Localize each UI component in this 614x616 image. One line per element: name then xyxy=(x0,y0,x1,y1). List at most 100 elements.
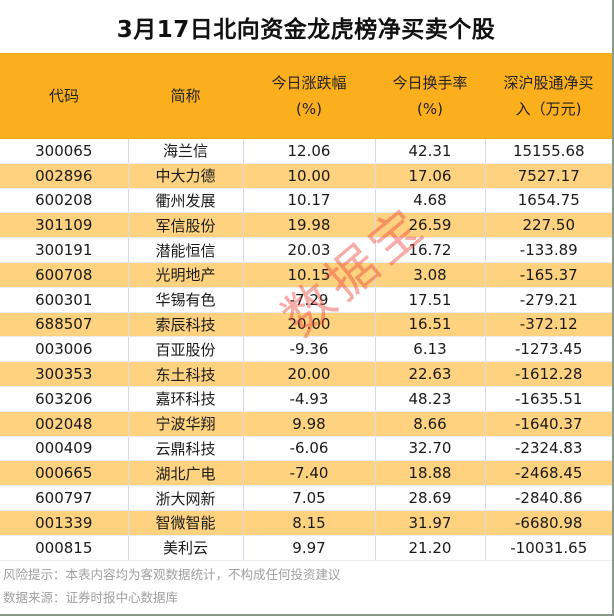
header-net-buy: 深沪股通净买 入（万元) xyxy=(485,53,612,139)
cell-code: 600797 xyxy=(0,485,129,511)
header-code: 代码 xyxy=(0,53,128,139)
cell-code: 600708 xyxy=(0,262,129,288)
cell-turnover-pct: 6.13 xyxy=(374,336,486,363)
table-row: 300191 潜能恒信 20.03 16.72 -133.89 xyxy=(0,237,612,263)
cell-name: 东土科技 xyxy=(127,361,244,387)
cell-turnover-pct: 22.63 xyxy=(374,361,486,387)
cell-turnover-pct: 17.06 xyxy=(374,163,486,189)
cell-name: 潜能恒信 xyxy=(127,237,244,263)
cell-turnover-pct: 4.68 xyxy=(374,188,486,214)
cell-code: 600208 xyxy=(0,188,129,214)
source-note: 数据来源：证券时报中心数据库 xyxy=(3,590,179,605)
cell-turnover-pct: 42.31 xyxy=(374,139,486,164)
cell-net-buy: 227.50 xyxy=(484,212,612,239)
table-row: 000815 美利云 9.97 21.20 -10031.65 xyxy=(0,535,612,561)
table-row: 002048 宁波华翔 9.98 8.66 -1640.37 xyxy=(0,411,612,437)
cell-name: 华锡有色 xyxy=(127,287,244,313)
cell-net-buy: 7527.17 xyxy=(484,163,612,189)
cell-turnover-pct: 3.08 xyxy=(374,262,486,288)
cell-change-pct: 20.00 xyxy=(242,312,376,338)
cell-net-buy: -2468.45 xyxy=(484,460,612,487)
cell-code: 001339 xyxy=(0,510,129,536)
cell-turnover-pct: 31.97 xyxy=(374,510,486,536)
cell-net-buy: -1635.51 xyxy=(484,386,612,412)
cell-code: 003006 xyxy=(0,336,129,363)
cell-turnover-pct: 21.20 xyxy=(374,535,486,561)
table-row: 000665 湖北广电 -7.40 18.88 -2468.45 xyxy=(0,460,612,487)
cell-code: 300353 xyxy=(0,361,129,387)
table-row: 600208 衢州发展 10.17 4.68 1654.75 xyxy=(0,188,612,214)
cell-change-pct: -9.36 xyxy=(242,336,376,363)
stock-table: 代码 简称 今日涨跌幅 (%) 今日换手率 (%) 深沪股通净买 入（万元) 3000… xyxy=(0,53,612,561)
table-row: 300353 东土科技 20.00 22.63 -1612.28 xyxy=(0,361,612,387)
cell-name: 美利云 xyxy=(127,535,244,561)
table-row: 600708 光明地产 10.15 3.08 -165.37 xyxy=(0,262,612,288)
cell-change-pct: 10.00 xyxy=(242,163,376,189)
table-row: 000409 云鼎科技 -6.06 32.70 -2324.83 xyxy=(0,436,612,462)
cell-code: 301109 xyxy=(0,212,129,239)
table-row: 301109 军信股份 19.98 26.59 227.50 xyxy=(0,212,612,239)
cell-change-pct: -4.93 xyxy=(242,386,376,412)
cell-change-pct: 8.15 xyxy=(242,510,376,536)
cell-net-buy: -133.89 xyxy=(484,237,612,263)
cell-net-buy: -165.37 xyxy=(484,262,612,288)
cell-name: 海兰信 xyxy=(127,139,244,164)
cell-code: 002048 xyxy=(0,411,129,437)
cell-net-buy: -2840.86 xyxy=(484,485,612,511)
cell-change-pct: -7.29 xyxy=(242,287,376,313)
cell-turnover-pct: 26.59 xyxy=(374,212,486,239)
cell-net-buy: -1612.28 xyxy=(484,361,612,387)
table-body: 300065 海兰信 12.06 42.31 15155.68 002896 中大力德 10.… xyxy=(0,139,612,561)
cell-name: 湖北广电 xyxy=(127,460,244,487)
cell-net-buy: -2324.83 xyxy=(484,436,612,462)
cell-code: 300065 xyxy=(0,139,129,164)
cell-net-buy: 15155.68 xyxy=(484,139,612,164)
cell-net-buy: -10031.65 xyxy=(484,535,612,561)
page-title: 3月17日北向资金龙虎榜净买卖个股 xyxy=(116,16,496,43)
cell-name: 衢州发展 xyxy=(127,188,244,214)
cell-change-pct: 12.06 xyxy=(242,139,376,164)
cell-code: 688507 xyxy=(0,312,129,338)
cell-name: 嘉环科技 xyxy=(127,386,244,412)
table-row: 001339 智微智能 8.15 31.97 -6680.98 xyxy=(0,510,612,536)
cell-change-pct: 10.17 xyxy=(242,188,376,214)
cell-turnover-pct: 48.23 xyxy=(374,386,486,412)
cell-change-pct: 10.15 xyxy=(242,262,376,288)
cell-name: 浙大网新 xyxy=(127,485,244,511)
cell-turnover-pct: 8.66 xyxy=(374,411,486,437)
table-row: 688507 索辰科技 20.00 16.51 -372.12 xyxy=(0,312,612,338)
risk-note: 风险提示：本表内容均为客观数据统计，不构成任何投资建议 xyxy=(3,567,341,582)
cell-net-buy: -1273.45 xyxy=(484,336,612,363)
cell-name: 中大力德 xyxy=(127,163,244,189)
cell-name: 百亚股份 xyxy=(127,336,244,363)
cell-change-pct: 7.05 xyxy=(242,485,376,511)
table-row: 603206 嘉环科技 -4.93 48.23 -1635.51 xyxy=(0,386,612,412)
cell-name: 索辰科技 xyxy=(127,312,244,338)
cell-change-pct: 9.97 xyxy=(242,535,376,561)
cell-code: 300191 xyxy=(0,237,129,263)
cell-net-buy: -279.21 xyxy=(484,287,612,313)
cell-code: 000409 xyxy=(0,436,129,462)
cell-change-pct: -6.06 xyxy=(242,436,376,462)
header-turnover-pct: 今日换手率 (%) xyxy=(375,53,485,139)
cell-code: 000665 xyxy=(0,460,129,487)
cell-turnover-pct: 28.69 xyxy=(374,485,486,511)
cell-turnover-pct: 16.72 xyxy=(374,237,486,263)
table-row: 600797 浙大网新 7.05 28.69 -2840.86 xyxy=(0,485,612,511)
cell-code: 600301 xyxy=(0,287,129,313)
table-row: 600301 华锡有色 -7.29 17.51 -279.21 xyxy=(0,287,612,313)
table-row: 300065 海兰信 12.06 42.31 15155.68 xyxy=(0,139,612,164)
cell-net-buy: -6680.98 xyxy=(484,510,612,536)
cell-change-pct: 9.98 xyxy=(242,411,376,437)
cell-change-pct: 19.98 xyxy=(242,212,376,239)
cell-change-pct: 20.00 xyxy=(242,361,376,387)
cell-name: 光明地产 xyxy=(127,262,244,288)
cell-name: 军信股份 xyxy=(127,212,244,239)
cell-name: 智微智能 xyxy=(127,510,244,536)
header-change-pct: 今日涨跌幅 (%) xyxy=(243,53,375,139)
cell-code: 002896 xyxy=(0,163,129,189)
cell-name: 宁波华翔 xyxy=(127,411,244,437)
cell-turnover-pct: 32.70 xyxy=(374,436,486,462)
cell-net-buy: 1654.75 xyxy=(484,188,612,214)
